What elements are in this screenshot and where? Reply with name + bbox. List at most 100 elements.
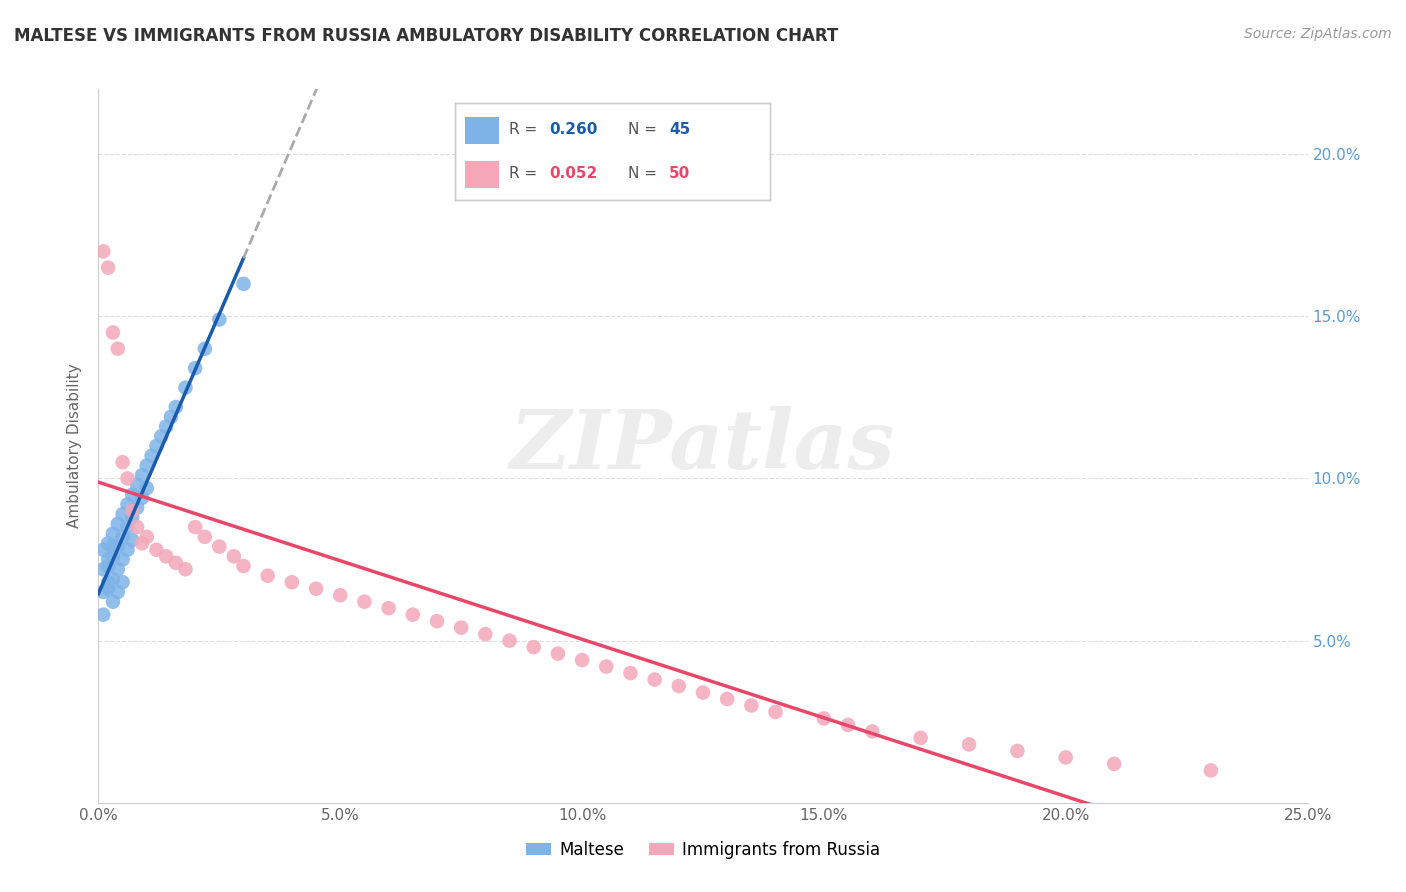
Point: [145, 439, 167, 453]
Point: [107, 342, 129, 356]
Point: [165, 400, 187, 414]
Point: [141, 449, 163, 463]
Point: [121, 488, 143, 502]
Point: [174, 381, 197, 395]
Point: [117, 520, 139, 534]
Point: [117, 471, 139, 485]
Point: [1102, 756, 1125, 771]
Point: [716, 692, 738, 706]
Legend: Maltese, Immigrants from Russia: Maltese, Immigrants from Russia: [519, 835, 887, 866]
Point: [145, 542, 167, 557]
Point: [121, 504, 143, 518]
Point: [208, 312, 231, 326]
Point: [523, 640, 546, 654]
Point: [813, 711, 835, 725]
Point: [101, 326, 124, 340]
Point: [155, 549, 177, 564]
Point: [91, 562, 114, 576]
Point: [644, 673, 666, 687]
Point: [692, 685, 714, 699]
Point: [97, 260, 120, 275]
Point: [127, 520, 149, 534]
Y-axis label: Ambulatory Disability: Ambulatory Disability: [67, 364, 83, 528]
Point: [101, 595, 124, 609]
Point: [91, 542, 114, 557]
Point: [135, 481, 157, 495]
Point: [135, 530, 157, 544]
Point: [305, 582, 328, 596]
Point: [1007, 744, 1029, 758]
Point: [740, 698, 762, 713]
Point: [232, 559, 254, 574]
Point: [860, 724, 883, 739]
Point: [97, 582, 120, 596]
Point: [668, 679, 690, 693]
Point: [111, 552, 134, 566]
Point: [91, 585, 114, 599]
Point: [107, 516, 129, 531]
Point: [101, 549, 124, 564]
Point: [184, 520, 207, 534]
Point: [910, 731, 932, 745]
Point: [131, 468, 153, 483]
Point: [121, 533, 143, 547]
Point: [117, 542, 139, 557]
Point: [107, 585, 129, 599]
Point: [377, 601, 399, 615]
Point: [547, 647, 569, 661]
Point: [571, 653, 593, 667]
Point: [101, 540, 124, 554]
Point: [111, 455, 134, 469]
Point: [194, 530, 217, 544]
Point: [155, 419, 177, 434]
Point: [174, 562, 197, 576]
Point: [402, 607, 425, 622]
Point: [1054, 750, 1077, 764]
Point: [450, 621, 472, 635]
Point: [97, 536, 120, 550]
Point: [97, 552, 120, 566]
Point: [160, 409, 183, 424]
Point: [131, 491, 153, 505]
Point: [256, 568, 278, 582]
Point: [426, 614, 449, 628]
Point: [127, 500, 149, 515]
Point: [595, 659, 617, 673]
Text: Source: ZipAtlas.com: Source: ZipAtlas.com: [1244, 27, 1392, 41]
Point: [165, 556, 187, 570]
Point: [1199, 764, 1222, 778]
Point: [107, 540, 129, 554]
Point: [232, 277, 254, 291]
Point: [329, 588, 352, 602]
Point: [111, 530, 134, 544]
Point: [101, 572, 124, 586]
Point: [498, 633, 520, 648]
Point: [474, 627, 496, 641]
Point: [222, 549, 245, 564]
Point: [619, 666, 641, 681]
Point: [353, 595, 375, 609]
Point: [150, 429, 173, 443]
Point: [135, 458, 157, 473]
Text: ZIPatlas: ZIPatlas: [510, 406, 896, 486]
Point: [121, 510, 143, 524]
Point: [91, 244, 114, 259]
Point: [97, 575, 120, 590]
Point: [111, 507, 134, 521]
Point: [131, 536, 153, 550]
Point: [101, 526, 124, 541]
Point: [957, 738, 980, 752]
Text: MALTESE VS IMMIGRANTS FROM RUSSIA AMBULATORY DISABILITY CORRELATION CHART: MALTESE VS IMMIGRANTS FROM RUSSIA AMBULA…: [14, 27, 838, 45]
Point: [107, 562, 129, 576]
Point: [91, 607, 114, 622]
Point: [97, 559, 120, 574]
Point: [837, 718, 859, 732]
Point: [765, 705, 787, 719]
Point: [117, 497, 139, 511]
Point: [194, 342, 217, 356]
Point: [208, 540, 231, 554]
Point: [184, 361, 207, 376]
Point: [127, 478, 149, 492]
Point: [281, 575, 304, 590]
Point: [111, 575, 134, 590]
